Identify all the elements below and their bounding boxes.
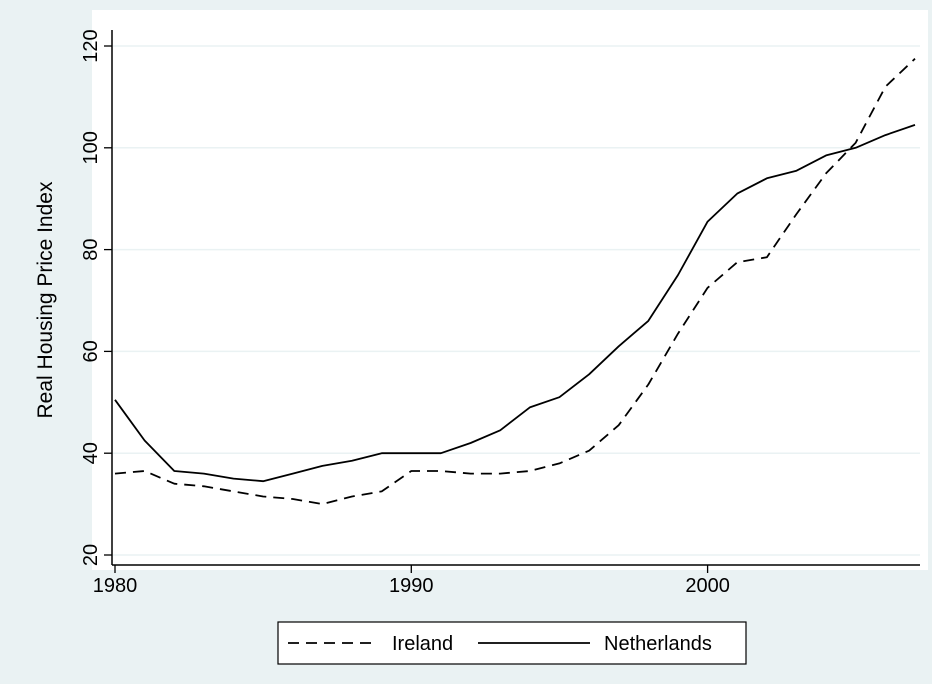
y-tick-label: 60 — [80, 340, 102, 362]
y-tick-label: 40 — [80, 442, 102, 464]
y-tick-label: 80 — [80, 238, 102, 260]
x-tick-label: 1990 — [389, 575, 434, 597]
legend-label-netherlands: Netherlands — [604, 633, 712, 655]
x-tick-label: 2000 — [685, 575, 730, 597]
plot-area — [92, 10, 928, 570]
y-tick-label: 100 — [80, 131, 102, 164]
series-line-netherlands — [114, 124, 916, 483]
legend: Ireland Netherlands — [277, 621, 747, 665]
axes — [111, 30, 920, 566]
y-tick-label: 20 — [80, 544, 102, 566]
x-tick-label: 1980 — [93, 575, 138, 597]
series-line-ireland — [114, 58, 916, 506]
grid-lines — [113, 45, 920, 556]
y-tick-label: 120 — [80, 29, 102, 62]
ticks: 20 40 60 80 100 120 1980 1990 2000 — [80, 29, 730, 597]
y-axis-label: Real Housing Price Index — [34, 181, 57, 418]
legend-label-ireland: Ireland — [392, 633, 453, 655]
series-layer — [114, 58, 916, 506]
